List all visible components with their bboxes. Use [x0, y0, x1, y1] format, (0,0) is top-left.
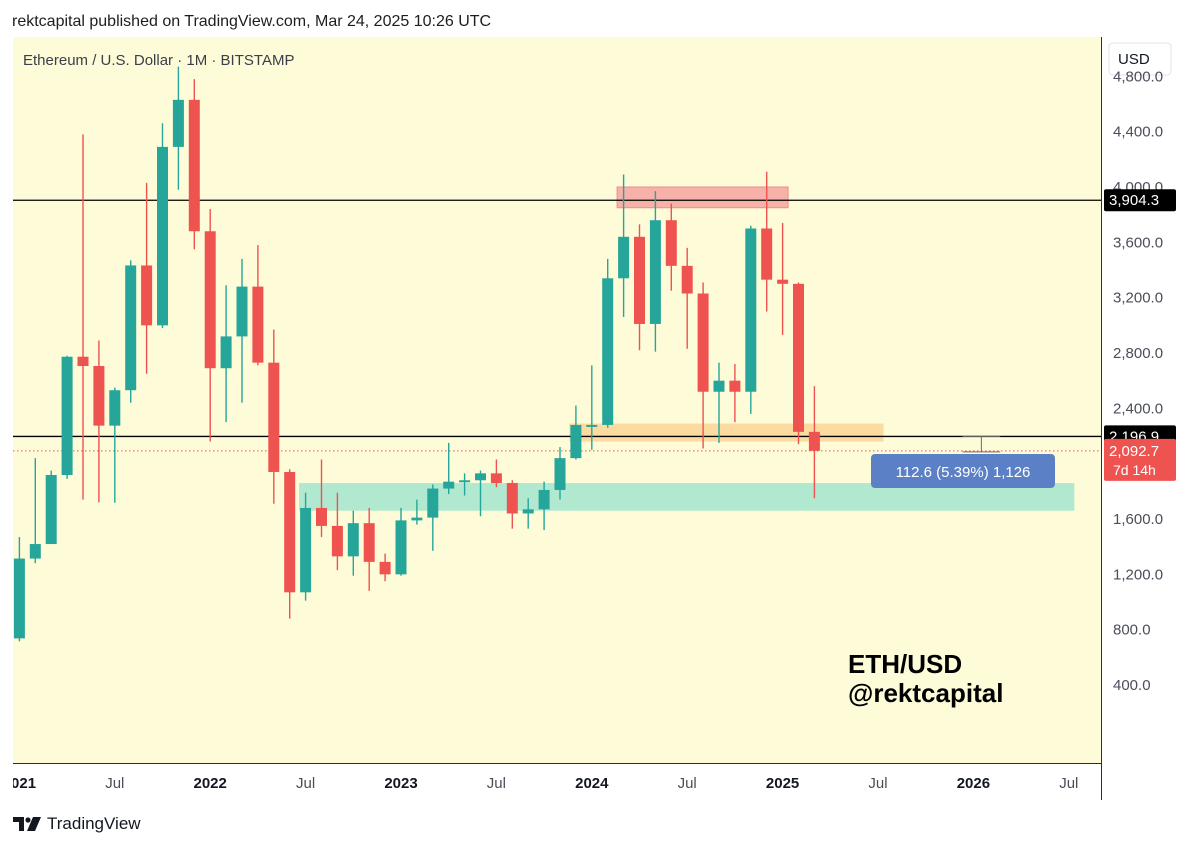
candle-body[interactable] — [379, 561, 391, 575]
candle-body[interactable] — [331, 525, 343, 557]
candle-body[interactable] — [506, 483, 518, 514]
watermark-handle: @rektcapital — [848, 678, 1004, 708]
measure-label-box[interactable] — [871, 454, 1055, 488]
candle-body[interactable] — [220, 336, 232, 369]
publish-header: rektcapital published on TradingView.com… — [12, 13, 492, 30]
candle-body[interactable] — [459, 480, 471, 483]
zone-resistance — [616, 186, 789, 209]
y-tick-label: 4,800.0 — [1113, 68, 1163, 85]
candle-body[interactable] — [602, 278, 614, 425]
candle-body[interactable] — [172, 99, 184, 147]
candlestick-chart[interactable]: 112.6 (5.39%) 1,126 Ethereum / U.S. Dolla… — [13, 37, 1200, 800]
currency-button[interactable] — [1108, 42, 1172, 76]
candle-body[interactable] — [61, 356, 73, 476]
candle-body[interactable] — [681, 265, 693, 294]
candle-body[interactable] — [808, 431, 820, 451]
y-tick-label: 400.0 — [1113, 677, 1151, 694]
candle-body[interactable] — [363, 523, 375, 562]
current-price-label: 2,092.7 — [1109, 443, 1159, 460]
candle-body[interactable] — [793, 283, 804, 432]
currency-label: USD — [1118, 51, 1150, 68]
candle-body[interactable] — [300, 507, 312, 593]
candle-body[interactable] — [570, 424, 582, 459]
current-price-badge[interactable] — [1104, 438, 1176, 481]
x-tick-label: Jul — [868, 775, 887, 792]
candle-body[interactable] — [713, 380, 725, 392]
candle-body[interactable] — [157, 146, 168, 326]
y-tick-label: 1,200.0 — [1113, 566, 1163, 583]
candle-body[interactable] — [93, 366, 105, 426]
candle-body[interactable] — [634, 236, 645, 324]
bar-countdown-label: 7d 14h — [1113, 462, 1156, 478]
chart-canvas[interactable]: 112.6 (5.39%) 1,126 Ethereum / U.S. Dolla… — [13, 37, 1200, 800]
candle-body[interactable] — [729, 380, 741, 392]
candle-body[interactable] — [188, 99, 200, 232]
x-tick-label: 2023 — [384, 775, 417, 792]
time-axis-panel[interactable] — [13, 763, 1101, 800]
x-tick-label: 2022 — [194, 775, 227, 792]
chart-title: Ethereum / U.S. Dollar · 1M · BITSTAMP — [23, 52, 294, 69]
tradingview-logo-text: TradingView — [47, 814, 141, 833]
x-tick-label: 2024 — [575, 775, 609, 792]
candle-body[interactable] — [252, 286, 264, 363]
candle-body[interactable] — [745, 228, 757, 392]
x-tick-label: 2025 — [766, 775, 799, 792]
y-tick-label: 2,400.0 — [1113, 400, 1163, 417]
candle-body[interactable] — [649, 220, 661, 324]
candle-body[interactable] — [204, 231, 216, 369]
candle-body[interactable] — [125, 265, 137, 391]
candle-body[interactable] — [77, 356, 89, 367]
candle-body[interactable] — [109, 390, 121, 426]
chart-watermark: ETH/USD @rektcapital — [848, 650, 1003, 708]
candle-body[interactable] — [554, 458, 566, 490]
candle-body[interactable] — [284, 471, 296, 593]
candle-body[interactable] — [586, 424, 598, 427]
price-level-label: 3,904.3 — [1109, 192, 1159, 209]
candle-body[interactable] — [45, 475, 57, 545]
candle-body[interactable] — [443, 481, 455, 489]
x-tick-label: Jul — [487, 775, 506, 792]
x-tick-label: Jul — [1059, 775, 1078, 792]
y-tick-label: 3,600.0 — [1113, 234, 1163, 251]
candle-body[interactable] — [777, 279, 789, 284]
y-tick-label: 4,400.0 — [1113, 124, 1163, 141]
candle-body[interactable] — [538, 489, 550, 510]
x-tick-label: 2026 — [957, 775, 990, 792]
candle-body[interactable] — [411, 517, 423, 521]
candle-body[interactable] — [141, 265, 153, 326]
candle-body[interactable] — [697, 293, 709, 392]
candle-body[interactable] — [761, 228, 773, 280]
tradingview-logo[interactable]: TradingView — [13, 812, 141, 836]
y-tick-label: 3,200.0 — [1113, 290, 1163, 307]
candle-body[interactable] — [13, 558, 25, 639]
candle-body[interactable] — [347, 523, 359, 557]
candle-body[interactable] — [522, 509, 534, 514]
price-level-badge[interactable] — [1104, 189, 1176, 212]
y-tick-label: 2,800.0 — [1113, 345, 1163, 362]
y-tick-label: 800.0 — [1113, 622, 1151, 639]
candle-body[interactable] — [29, 544, 41, 559]
candle-body[interactable] — [490, 473, 502, 484]
candle-body[interactable] — [427, 488, 439, 518]
y-tick-label: 1,600.0 — [1113, 511, 1163, 528]
price-axis-panel[interactable] — [1101, 37, 1200, 800]
x-tick-label: Jul — [296, 775, 315, 792]
candle-body[interactable] — [236, 286, 248, 337]
x-tick-label: Jul — [678, 775, 697, 792]
watermark-pair: ETH/USD — [848, 649, 963, 679]
zone-support-orange — [569, 423, 884, 442]
x-tick-label: 2021 — [13, 775, 36, 792]
candle-body[interactable] — [475, 473, 486, 481]
candle-body[interactable] — [665, 220, 677, 266]
candle-body[interactable] — [268, 362, 280, 472]
measure-label-text: 112.6 (5.39%) 1,126 — [896, 464, 1031, 481]
x-tick-label: Jul — [105, 775, 124, 792]
candle-body[interactable] — [395, 520, 407, 575]
tradingview-logo-icon — [13, 817, 41, 831]
candle-body[interactable] — [618, 236, 630, 279]
candle-body[interactable] — [316, 507, 327, 526]
